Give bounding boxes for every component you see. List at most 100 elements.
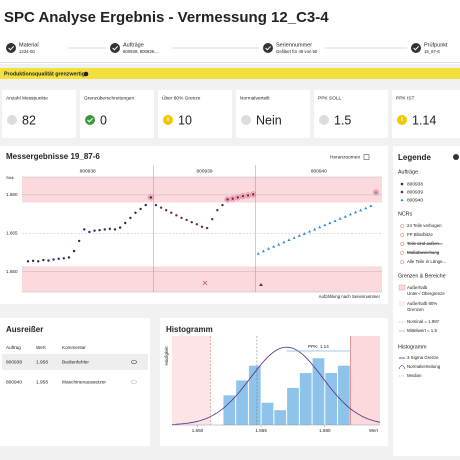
data-point [98,228,101,232]
step-value: 1234-00 [19,49,35,54]
data-point [251,193,255,196]
step-check [265,46,271,51]
x-axis-label: Wert [369,428,379,433]
data-point [144,203,147,207]
data-point [134,211,137,214]
cell: 1.958 [36,379,48,385]
limit-band [22,266,382,292]
step-icon [6,43,16,53]
data-point [129,216,132,220]
data-point [256,252,260,255]
legend-marker [400,260,404,264]
data-point [26,260,30,263]
histogram-bar [274,410,287,425]
legend-item: Median [407,373,422,378]
data-point [261,249,265,253]
data-point [52,258,55,261]
separator [0,62,460,63]
step-value: 800938, 800939,... [123,49,159,54]
data-point [180,216,183,220]
data-point [195,223,199,226]
histogram-bar [325,373,338,425]
data-point [313,227,317,231]
kpi-card [2,90,76,138]
data-point [338,217,342,220]
data-point [348,212,352,216]
data-point [226,198,229,201]
kpi-icon [319,115,329,125]
outliers-card [0,318,150,446]
legend-item: Mittelwert = 1.5 [407,328,437,333]
kpi-icon [7,115,17,125]
kpi-value: 1.14 [412,113,436,127]
kpi-warn-mark [401,117,403,121]
data-point [42,258,45,262]
histogram-title: Histogramm [166,325,213,334]
cell: 1.958 [36,359,48,365]
legend-item: Außerhalb [407,285,428,290]
kpi-value: 82 [22,113,36,127]
data-point [364,206,368,210]
row-action-icon[interactable] [131,360,137,364]
data-point [333,219,337,223]
data-point [205,226,209,230]
ppk-label: PPK: 1.14 [308,344,329,349]
step-value: Gefiltert für 49 von 50 [276,49,318,54]
column-header: Auftrag [6,345,21,350]
legend-marker [400,224,404,228]
data-point [272,244,276,248]
legend-item: Außerhalb 80% [407,301,437,306]
row-action-icon[interactable] [131,380,137,384]
data-point [200,225,204,229]
outliers-title: Ausreißer [6,325,43,334]
data-point [113,228,117,231]
kpi-check [87,118,93,123]
data-point [231,197,234,200]
legend-item: Normalverteilung [407,364,441,369]
data-point [124,221,127,225]
data-point [149,196,153,199]
kpi-value: 1.5 [334,113,351,127]
step-label: Prüfpunkt [424,42,448,48]
legend-item: 800939 [407,189,423,195]
data-point [369,204,373,207]
banner-info-icon [83,71,89,77]
legend-swatch [398,284,406,291]
data-point [175,214,178,217]
y-axis-label: Häufigkeit [164,346,169,366]
x-tick-label: 1.665 [255,428,267,433]
data-point [236,196,240,199]
step-check [413,46,419,51]
x-tick-label: 1.680 [319,428,331,433]
step-value: 19_87-6 [424,49,440,54]
data-point [164,209,168,212]
kpi-value: 10 [178,113,192,127]
legend-marker [400,233,404,237]
legend-title: Legende [398,153,431,162]
data-point [287,238,291,241]
limit-band [172,336,211,425]
legend-marker [400,242,404,246]
legend-item: 800940 [407,197,423,203]
legend-marker [400,198,404,202]
histogram-bar [338,365,350,425]
data-point [37,260,40,263]
legend-item: Unter-/ Obergrenze [407,291,445,296]
data-point [154,203,158,207]
data-point [211,217,214,221]
step-check [8,46,14,51]
histogram-bar [287,387,299,425]
data-point [47,259,50,262]
data-point [170,211,173,214]
legend-item: 24 Teile verbogen [407,223,442,228]
legend-curve [398,365,406,370]
column-header: Kommentar [62,345,86,350]
data-point [267,246,271,250]
kpi-label: PPK SOLL [318,95,342,101]
zoom-checkbox[interactable] [363,154,370,160]
kpi-icon [85,115,95,125]
column-header: Wert [36,345,46,350]
histogram-bar [312,358,325,425]
kpi-value: 0 [100,113,107,127]
